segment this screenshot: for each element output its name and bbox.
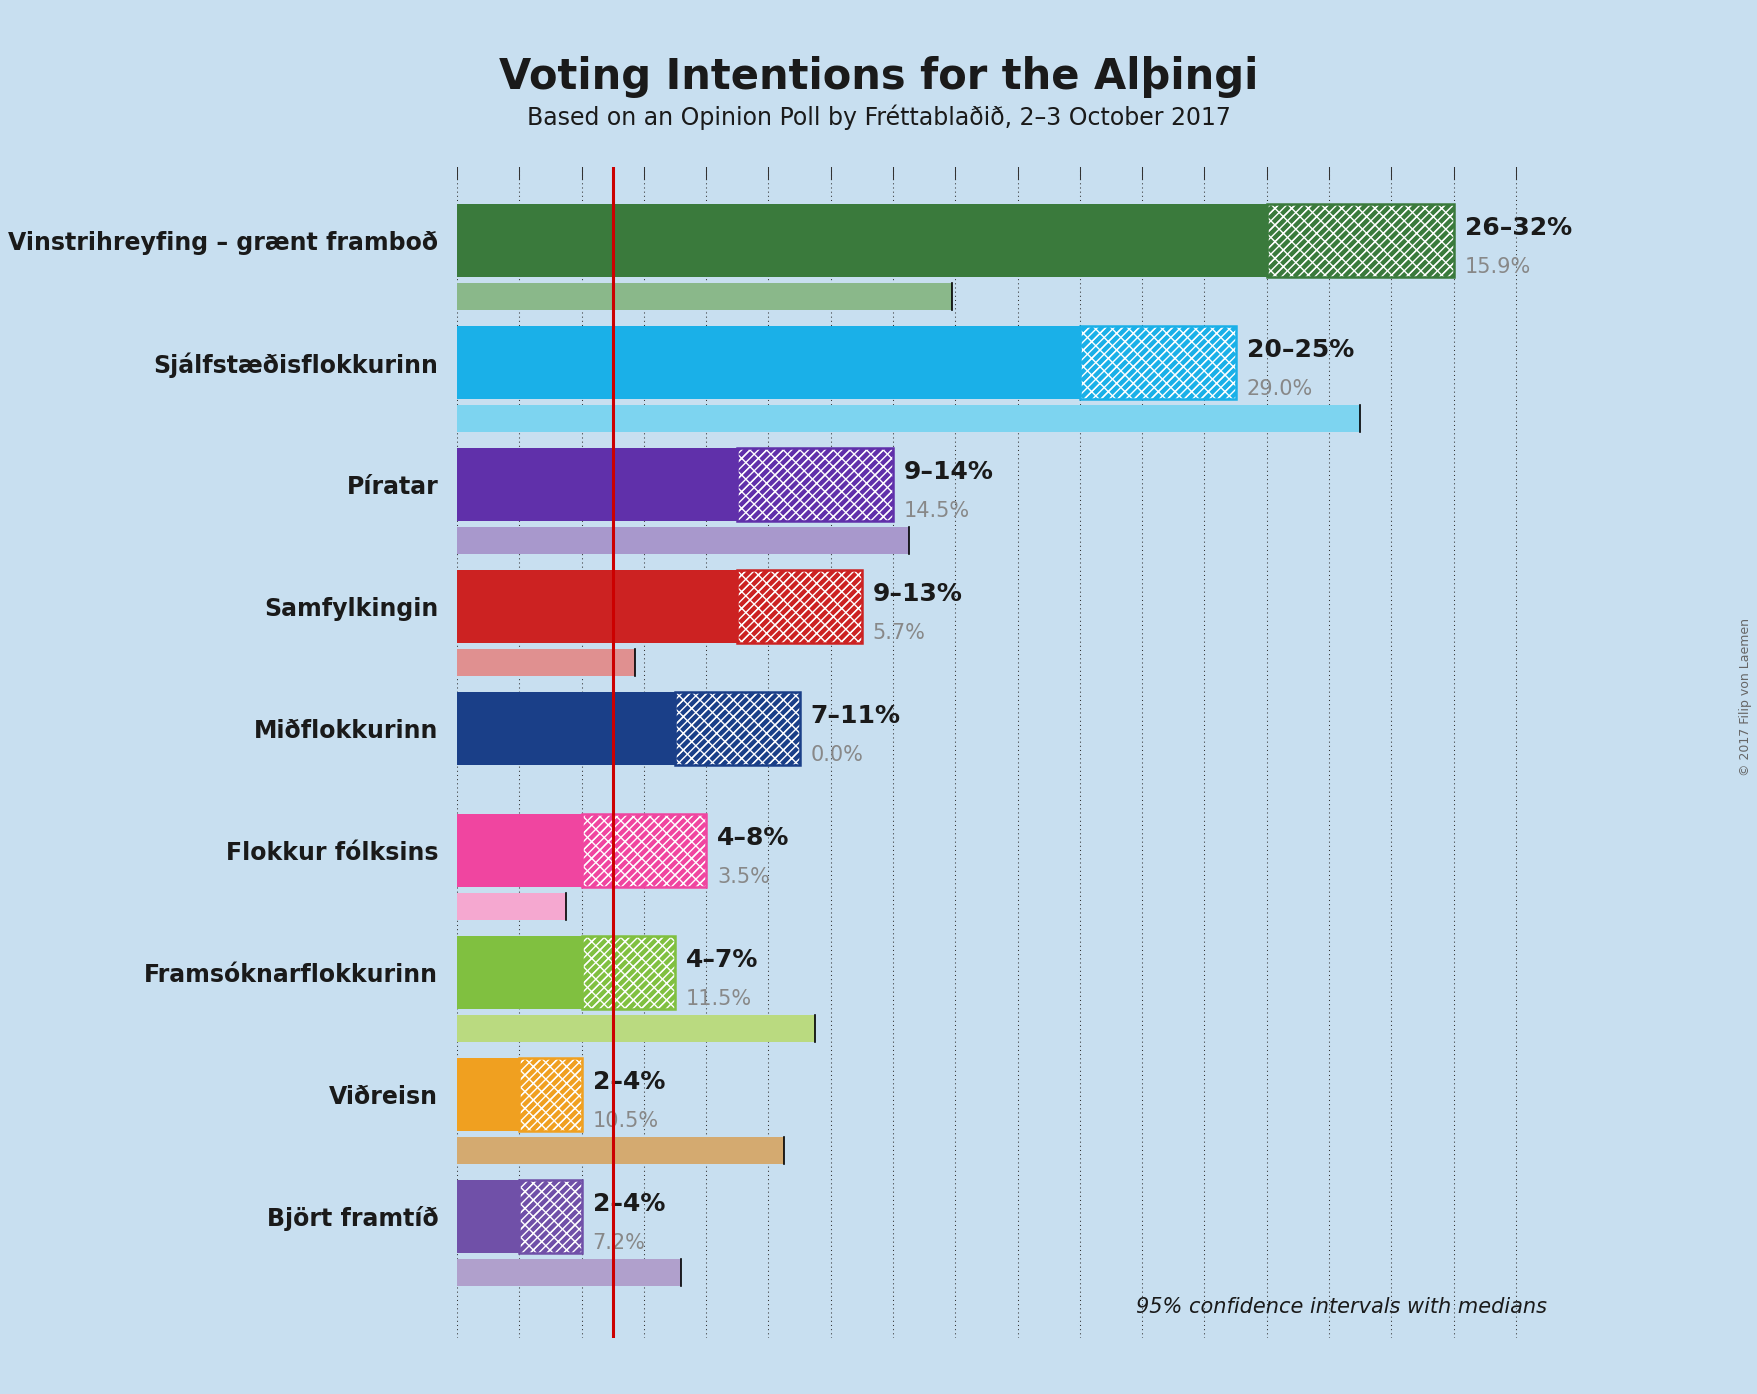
- Bar: [457, 894, 566, 920]
- Text: 9–14%: 9–14%: [903, 460, 993, 484]
- Text: 20–25%: 20–25%: [1246, 339, 1353, 362]
- Text: 7–11%: 7–11%: [810, 704, 900, 728]
- Text: 3.5%: 3.5%: [717, 867, 770, 887]
- Bar: [457, 527, 908, 553]
- Text: 11.5%: 11.5%: [685, 990, 752, 1009]
- Bar: [457, 447, 736, 521]
- Bar: [736, 570, 861, 643]
- Bar: [457, 326, 1079, 399]
- Bar: [1079, 326, 1235, 399]
- Text: 14.5%: 14.5%: [903, 502, 970, 521]
- Bar: [1079, 326, 1235, 399]
- Text: 26–32%: 26–32%: [1464, 216, 1571, 240]
- Bar: [675, 691, 799, 765]
- Bar: [518, 1179, 582, 1253]
- Bar: [675, 691, 799, 765]
- Bar: [457, 814, 582, 887]
- Bar: [1267, 204, 1453, 277]
- Bar: [457, 1179, 518, 1253]
- Bar: [736, 570, 861, 643]
- Text: 5.7%: 5.7%: [871, 623, 926, 643]
- Bar: [518, 1179, 582, 1253]
- Text: 9–13%: 9–13%: [871, 583, 963, 606]
- Bar: [1267, 204, 1453, 277]
- Bar: [457, 204, 1267, 277]
- Bar: [457, 650, 634, 676]
- Bar: [582, 935, 675, 1009]
- Bar: [457, 691, 675, 765]
- Text: 15.9%: 15.9%: [1464, 258, 1530, 277]
- Bar: [1267, 204, 1453, 277]
- Bar: [1079, 326, 1235, 399]
- Bar: [518, 1179, 582, 1253]
- Text: 95% confidence intervals with medians: 95% confidence intervals with medians: [1135, 1298, 1546, 1317]
- Bar: [457, 570, 736, 643]
- Bar: [736, 570, 861, 643]
- Bar: [582, 814, 706, 887]
- Text: 7.2%: 7.2%: [592, 1234, 645, 1253]
- Text: 4–7%: 4–7%: [685, 948, 757, 972]
- Bar: [582, 814, 706, 887]
- Bar: [582, 814, 706, 887]
- Text: 29.0%: 29.0%: [1246, 379, 1312, 399]
- Bar: [736, 447, 893, 521]
- Bar: [518, 1058, 582, 1131]
- Bar: [582, 935, 675, 1009]
- Bar: [675, 691, 799, 765]
- Bar: [736, 447, 893, 521]
- Bar: [457, 1058, 518, 1131]
- Text: 10.5%: 10.5%: [592, 1111, 659, 1131]
- Bar: [457, 1015, 815, 1041]
- Bar: [518, 1058, 582, 1131]
- Bar: [1267, 204, 1453, 277]
- Bar: [582, 814, 706, 887]
- Bar: [457, 283, 952, 309]
- Bar: [582, 935, 675, 1009]
- Bar: [1079, 326, 1235, 399]
- Text: 2–4%: 2–4%: [592, 1192, 664, 1216]
- Bar: [518, 1179, 582, 1253]
- Text: 4–8%: 4–8%: [717, 827, 789, 850]
- Text: Based on an Opinion Poll by Fréttablaðið, 2–3 October 2017: Based on an Opinion Poll by Fréttablaðið…: [527, 105, 1230, 130]
- Bar: [457, 1259, 682, 1285]
- Bar: [675, 691, 799, 765]
- Bar: [457, 935, 582, 1009]
- Bar: [736, 447, 893, 521]
- Text: © 2017 Filip von Laemen: © 2017 Filip von Laemen: [1738, 618, 1752, 776]
- Text: Voting Intentions for the Alþingi: Voting Intentions for the Alþingi: [499, 56, 1258, 98]
- Bar: [736, 570, 861, 643]
- Bar: [518, 1058, 582, 1131]
- Bar: [736, 447, 893, 521]
- Bar: [582, 935, 675, 1009]
- Text: 0.0%: 0.0%: [810, 746, 863, 765]
- Text: 2–4%: 2–4%: [592, 1071, 664, 1094]
- Bar: [457, 406, 1360, 432]
- Bar: [457, 1138, 784, 1164]
- Bar: [518, 1058, 582, 1131]
